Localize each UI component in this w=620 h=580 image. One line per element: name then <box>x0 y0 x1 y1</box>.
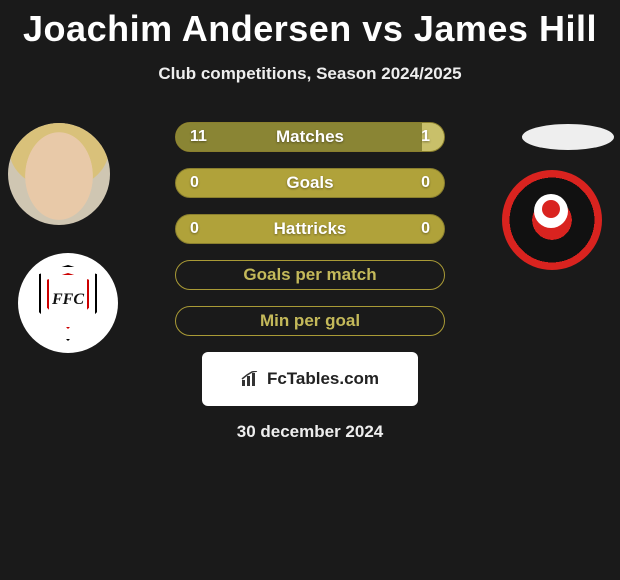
stat-value-right: 0 <box>421 169 430 197</box>
stat-row-hattricks: 0 Hattricks 0 <box>175 214 445 244</box>
fulham-shield-icon <box>39 265 97 341</box>
club-badge-left <box>18 253 118 353</box>
player-photo-left <box>8 123 110 225</box>
bar-chart-icon <box>241 371 261 387</box>
page-title: Joachim Andersen vs James Hill <box>0 0 620 50</box>
player-photo-right <box>522 124 614 150</box>
stat-label: Goals per match <box>176 261 444 289</box>
date: 30 december 2024 <box>175 422 445 442</box>
stat-label: Goals <box>176 169 444 197</box>
stat-label: Min per goal <box>176 307 444 335</box>
attribution-box[interactable]: FcTables.com <box>202 352 418 406</box>
subtitle: Club competitions, Season 2024/2025 <box>0 64 620 84</box>
stat-row-goals: 0 Goals 0 <box>175 168 445 198</box>
stat-value-right: 1 <box>421 123 430 151</box>
face-placeholder-icon <box>8 123 110 225</box>
attribution-text: FcTables.com <box>267 369 379 389</box>
stat-row-mpg: Min per goal <box>175 306 445 336</box>
stat-label: Matches <box>176 123 444 151</box>
stats-area: 11 Matches 1 0 Goals 0 0 Hattricks 0 Goa… <box>175 122 445 442</box>
stat-value-right: 0 <box>421 215 430 243</box>
bournemouth-badge-icon <box>534 194 568 228</box>
stat-row-matches: 11 Matches 1 <box>175 122 445 152</box>
stat-row-gpm: Goals per match <box>175 260 445 290</box>
club-badge-right <box>502 170 602 270</box>
stat-label: Hattricks <box>176 215 444 243</box>
